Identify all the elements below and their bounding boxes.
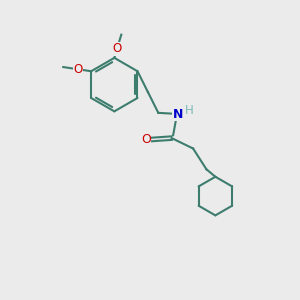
Text: O: O (112, 42, 122, 56)
Text: O: O (73, 63, 83, 76)
Text: H: H (184, 104, 193, 117)
Text: N: N (172, 108, 183, 121)
Text: O: O (141, 133, 151, 146)
